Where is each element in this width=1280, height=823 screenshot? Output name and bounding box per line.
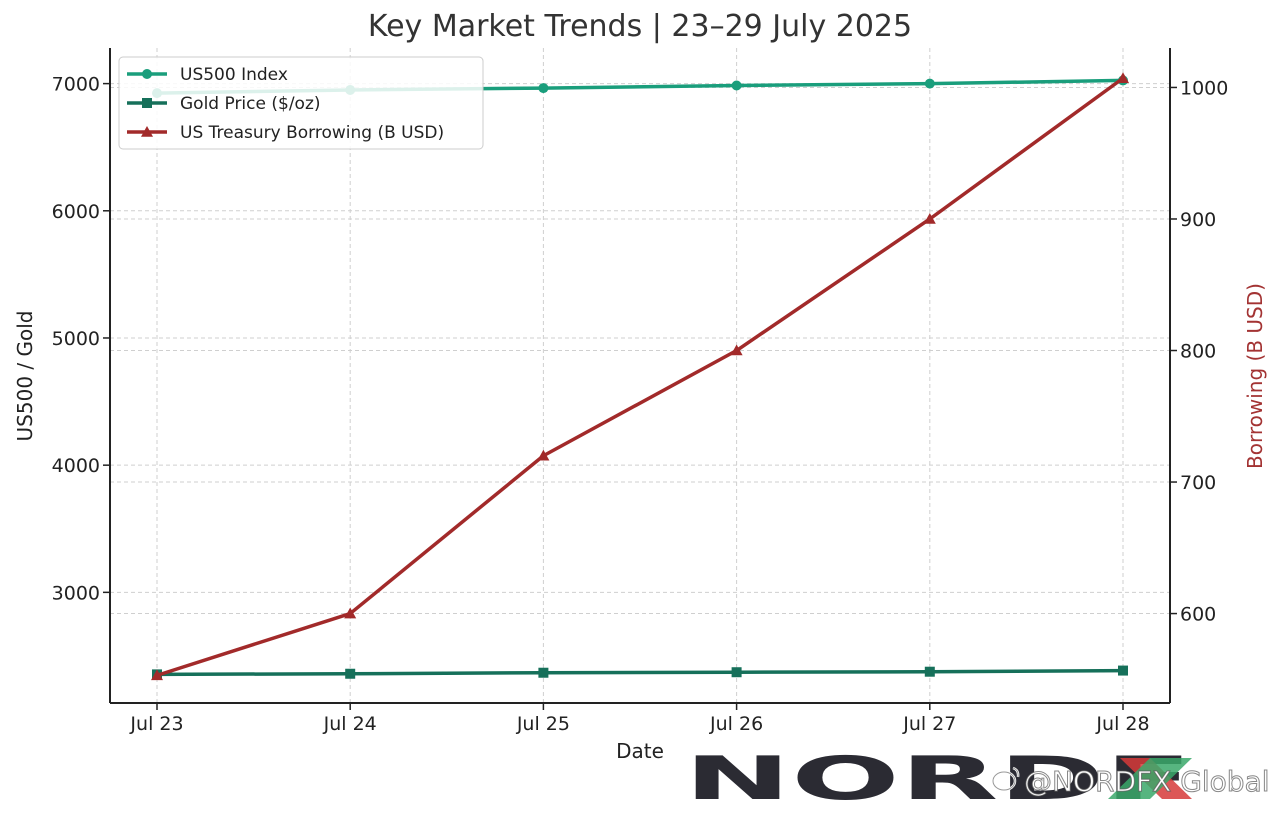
chart-title: Key Market Trends | 23–29 July 2025 xyxy=(368,9,912,44)
right-y-axis-label: Borrowing (B USD) xyxy=(1243,283,1267,469)
left-y-axis-ticks: 3000 4000 5000 6000 7000 xyxy=(52,74,110,604)
left-y-tick-label: 5000 xyxy=(52,328,100,350)
x-tick-label: Jul 23 xyxy=(129,713,183,735)
x-axis-ticks: Jul 23 Jul 24 Jul 25 Jul 26 Jul 27 Jul 28 xyxy=(129,703,1150,735)
series-line xyxy=(156,76,1125,678)
x-axis-label: Date xyxy=(616,739,664,763)
series-line xyxy=(156,668,1124,677)
legend-swatch-marker xyxy=(141,126,153,137)
legend: US500 Index Gold Price ($/oz) US Treasury … xyxy=(118,56,484,150)
data-point xyxy=(731,80,742,91)
legend-label: Gold Price ($/oz) xyxy=(180,94,321,114)
series-2 xyxy=(152,665,1128,680)
nordfx-logo: NORDF xyxy=(684,744,1192,814)
legend-swatch-marker xyxy=(142,98,152,108)
data-point xyxy=(731,667,742,678)
data-point xyxy=(151,669,163,681)
legend-label: US500 Index xyxy=(180,65,288,85)
legend-swatch-marker xyxy=(142,69,152,79)
right-y-tick-label: 900 xyxy=(1180,209,1216,231)
watermark-handle: @NORDFX Global xyxy=(1024,765,1270,798)
legend-box xyxy=(118,56,484,150)
left-y-tick-label: 7000 xyxy=(52,74,100,96)
weibo-icon xyxy=(991,766,1020,792)
legend-label: US Treasury Borrowing (B USD) xyxy=(180,123,444,143)
data-point xyxy=(538,83,549,94)
data-point xyxy=(344,607,357,619)
data-point xyxy=(537,449,550,461)
data-point xyxy=(1117,72,1129,84)
right-y-axis-ticks: 600 700 800 900 1000 xyxy=(1170,77,1228,626)
data-point xyxy=(730,344,743,356)
data-point xyxy=(923,212,936,224)
watermark: NORDF @NORDFX Global xyxy=(684,744,1270,814)
data-point xyxy=(345,668,356,679)
x-tick-label: Jul 26 xyxy=(709,713,763,735)
data-point xyxy=(1118,665,1128,676)
right-y-tick-label: 700 xyxy=(1180,472,1216,494)
logo-x-green-stroke xyxy=(1108,758,1192,799)
x-tick-label: Jul 24 xyxy=(323,713,377,735)
data-point xyxy=(538,667,549,678)
data-point xyxy=(924,78,935,89)
left-y-axis-label: US500 / Gold xyxy=(13,311,37,442)
x-tick-label: Jul 25 xyxy=(516,713,570,735)
right-y-tick-label: 1000 xyxy=(1180,77,1228,99)
x-tick-label: Jul 27 xyxy=(902,713,956,735)
left-y-tick-label: 6000 xyxy=(52,201,100,223)
series-3 xyxy=(151,72,1129,681)
right-y-tick-label: 800 xyxy=(1180,341,1216,363)
x-tick-label: Jul 28 xyxy=(1095,713,1149,735)
series-layer xyxy=(151,72,1129,681)
left-y-tick-label: 3000 xyxy=(52,582,100,604)
left-y-tick-label: 4000 xyxy=(52,455,100,477)
data-point xyxy=(924,666,935,677)
right-y-tick-label: 600 xyxy=(1180,604,1216,626)
